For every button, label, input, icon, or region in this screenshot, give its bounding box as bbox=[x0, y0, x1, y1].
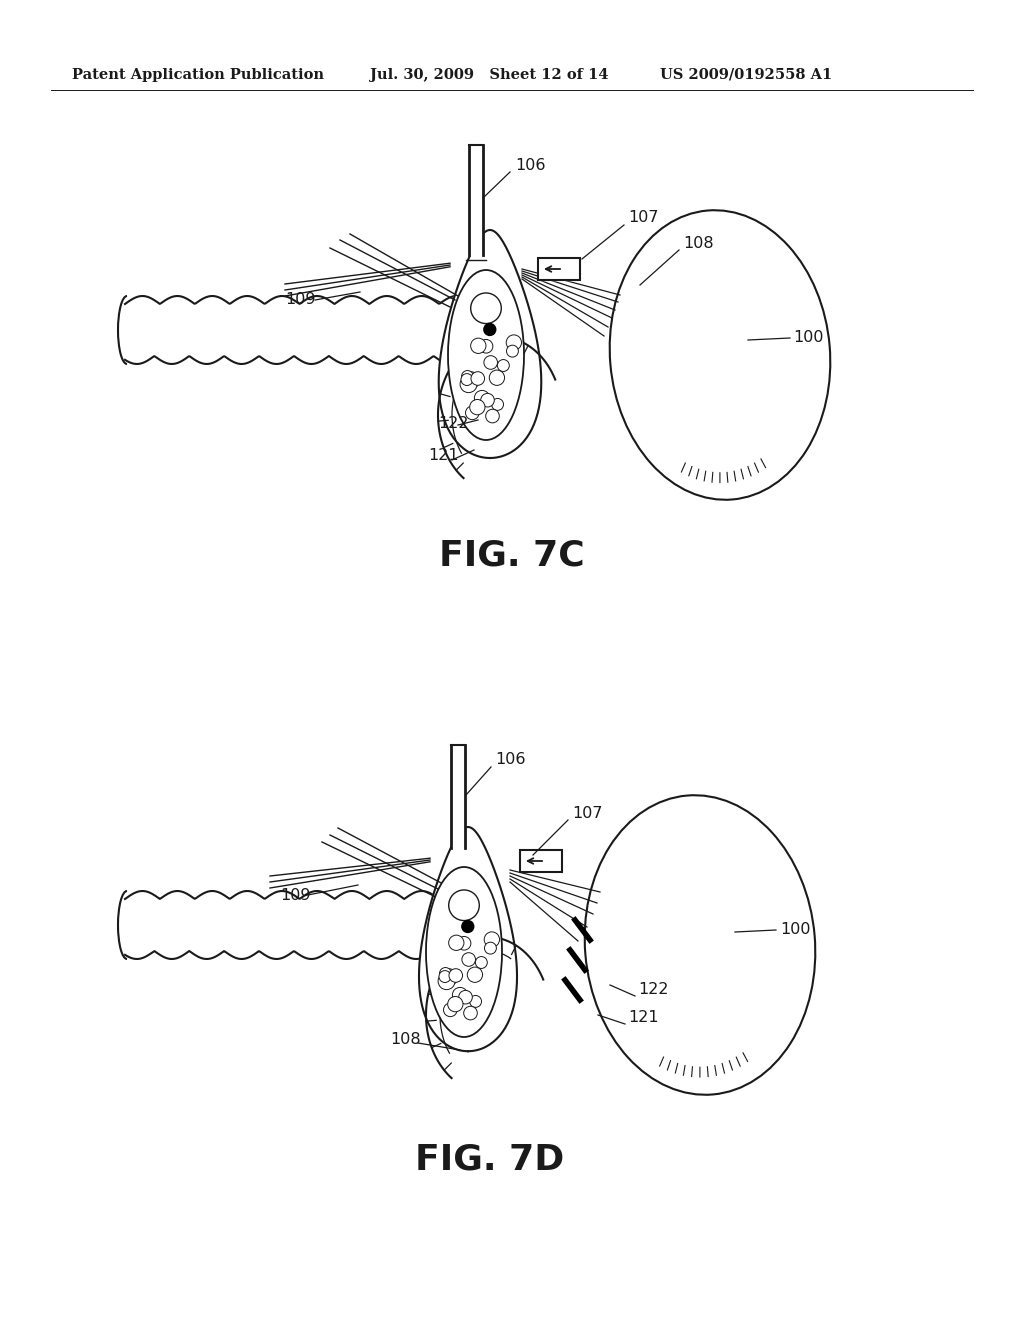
Circle shape bbox=[462, 920, 474, 932]
Circle shape bbox=[474, 391, 489, 405]
Text: 106: 106 bbox=[515, 157, 546, 173]
Circle shape bbox=[438, 973, 455, 990]
Text: FIG. 7D: FIG. 7D bbox=[416, 1143, 564, 1177]
Text: 109: 109 bbox=[280, 887, 310, 903]
Circle shape bbox=[449, 969, 463, 982]
Circle shape bbox=[506, 335, 521, 350]
Circle shape bbox=[471, 372, 484, 385]
Circle shape bbox=[458, 936, 471, 950]
Circle shape bbox=[485, 409, 500, 422]
Text: 121: 121 bbox=[628, 1011, 658, 1026]
Circle shape bbox=[470, 995, 481, 1007]
Circle shape bbox=[471, 338, 486, 354]
Circle shape bbox=[484, 355, 498, 370]
Text: 109: 109 bbox=[285, 293, 315, 308]
Text: Jul. 30, 2009   Sheet 12 of 14: Jul. 30, 2009 Sheet 12 of 14 bbox=[370, 69, 608, 82]
Circle shape bbox=[443, 1003, 457, 1016]
Polygon shape bbox=[419, 828, 517, 1051]
Text: 107: 107 bbox=[572, 805, 602, 821]
Ellipse shape bbox=[609, 210, 830, 500]
Circle shape bbox=[475, 957, 487, 969]
Circle shape bbox=[447, 997, 463, 1012]
Circle shape bbox=[498, 359, 509, 371]
Circle shape bbox=[449, 890, 479, 920]
Circle shape bbox=[479, 339, 493, 352]
Circle shape bbox=[459, 990, 472, 1005]
Text: 107: 107 bbox=[628, 210, 658, 226]
Text: 100: 100 bbox=[793, 330, 823, 346]
Circle shape bbox=[470, 400, 485, 414]
Bar bbox=[520, 850, 562, 873]
Text: 108: 108 bbox=[683, 236, 714, 252]
Text: 122: 122 bbox=[638, 982, 669, 998]
Circle shape bbox=[449, 935, 464, 950]
Circle shape bbox=[460, 376, 477, 392]
Circle shape bbox=[453, 987, 468, 1003]
Circle shape bbox=[471, 293, 502, 323]
Text: 100: 100 bbox=[780, 923, 811, 937]
Circle shape bbox=[463, 372, 479, 389]
Ellipse shape bbox=[449, 271, 524, 440]
Circle shape bbox=[484, 932, 500, 948]
Text: 106: 106 bbox=[495, 752, 525, 767]
Circle shape bbox=[464, 1006, 477, 1020]
Text: 122: 122 bbox=[438, 416, 469, 430]
Text: FIG. 7C: FIG. 7C bbox=[439, 539, 585, 572]
Circle shape bbox=[439, 970, 451, 982]
Circle shape bbox=[462, 953, 475, 966]
Circle shape bbox=[492, 399, 504, 411]
Circle shape bbox=[484, 942, 497, 954]
Circle shape bbox=[466, 407, 479, 420]
Circle shape bbox=[484, 323, 496, 335]
Ellipse shape bbox=[426, 867, 502, 1038]
Circle shape bbox=[489, 370, 505, 385]
Circle shape bbox=[461, 374, 473, 385]
Text: 121: 121 bbox=[428, 449, 459, 463]
Circle shape bbox=[462, 371, 473, 383]
Polygon shape bbox=[438, 230, 542, 458]
Ellipse shape bbox=[585, 795, 815, 1094]
Bar bbox=[538, 257, 580, 280]
Text: Patent Application Publication: Patent Application Publication bbox=[72, 69, 324, 82]
Circle shape bbox=[440, 969, 458, 986]
Text: US 2009/0192558 A1: US 2009/0192558 A1 bbox=[660, 69, 833, 82]
Circle shape bbox=[507, 346, 518, 358]
Circle shape bbox=[467, 968, 482, 982]
Circle shape bbox=[439, 968, 452, 979]
Circle shape bbox=[480, 393, 495, 407]
Text: 108: 108 bbox=[390, 1032, 421, 1048]
